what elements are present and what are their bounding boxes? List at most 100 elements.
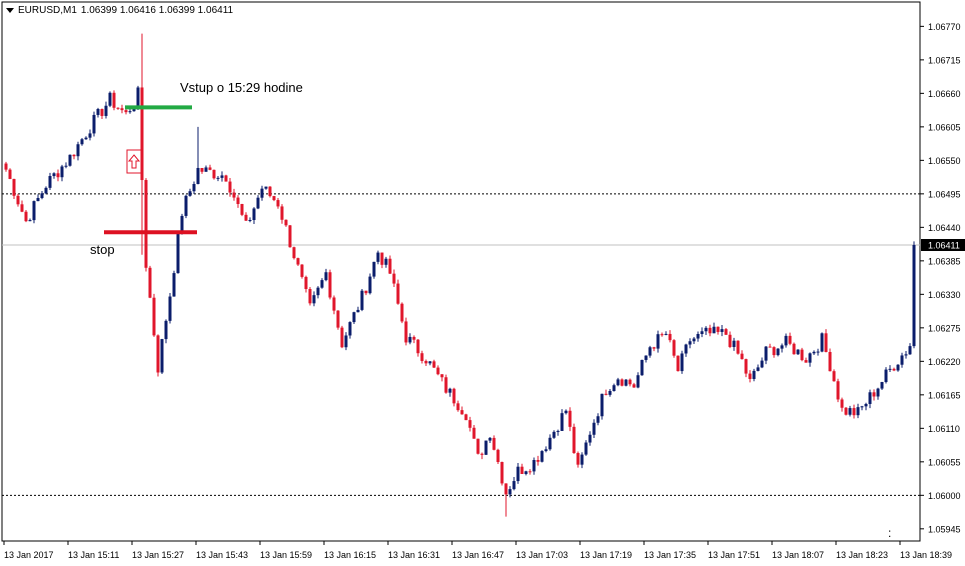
candle-body [284,219,288,226]
candle-body [112,92,116,108]
candle-body [756,367,760,371]
candle-body [212,169,216,179]
candle-body [332,297,336,311]
candle-body [304,276,308,290]
y-tick-label: 1.06275 [928,323,961,333]
candle-body [640,359,644,376]
candle-body [836,381,840,400]
candle-body [556,430,560,432]
candle-body [476,438,480,454]
candle-body [736,340,740,354]
candle-body [96,109,100,115]
candle-body [624,379,628,386]
candle-body [492,437,496,450]
candle-body [60,166,64,178]
chart-header: EURUSD,M1 1.06399 1.06416 1.06399 1.0641… [6,5,233,16]
candle-body [544,449,548,452]
candle-body [100,109,104,116]
candle-body [532,460,536,472]
candle-body [84,137,88,140]
candle-body [80,139,84,145]
candle-body [536,460,540,462]
candle-body [708,327,712,334]
candle-body [876,388,880,397]
candle-body [392,273,396,284]
candle-body [776,348,780,356]
y-tick-label: 1.06715 [928,55,961,65]
candle-body [444,377,448,393]
candle-body [152,297,156,336]
candle-body [88,133,92,138]
candle-body [868,392,872,404]
candle-body [612,385,616,391]
candle-body [236,197,240,204]
y-tick-label: 1.06055 [928,457,961,467]
y-tick-label: 1.06000 [928,491,961,501]
overlay-layer [104,105,197,235]
candle-body [92,114,96,134]
candle-body [564,410,568,414]
candle-body [716,326,720,332]
candle-body [352,312,356,323]
candle-body [148,267,152,298]
candle-body [664,333,668,335]
candle-body [668,333,672,341]
y-tick-label: 1.06550 [928,156,961,166]
candle-body [308,289,312,304]
candle-body [204,167,208,172]
candle-body [580,454,584,465]
candle-body [780,345,784,349]
candle-body [892,368,896,371]
candle-body [560,413,564,431]
candle-body [652,347,656,349]
candle-body [856,407,860,416]
chart-menu-triangle-icon[interactable] [6,8,14,13]
y-tick-label: 1.06770 [928,22,961,32]
candle-body [432,361,436,368]
y-tick-label: 1.06495 [928,189,961,199]
candle-body [448,388,452,393]
candle-body [52,173,56,177]
candle-body [64,165,68,167]
candle-body [768,346,772,348]
candle-body [464,414,468,421]
candle-body [496,449,500,462]
candle-body [912,245,916,347]
candle-body [460,410,464,415]
candle-body [832,371,836,382]
candle-body [276,200,280,207]
candle-body [124,110,128,113]
x-tick-label: 13 Jan 18:39 [900,550,952,560]
candle-body [840,399,844,408]
candle-body [260,188,264,198]
candle-body [176,233,180,274]
candle-body [488,437,492,441]
candle-body [272,196,276,201]
candle-body [340,327,344,348]
candle-body [880,382,884,389]
candle-body [740,353,744,360]
y-tick-label: 1.06220 [928,357,961,367]
candle-body [288,225,292,248]
candle-body [548,437,552,450]
candle-body [68,154,72,166]
candle-body [520,466,524,474]
candle-body [300,264,304,277]
candle-body [572,426,576,454]
candle-body [160,339,164,373]
x-tick-label: 13 Jan 17:03 [516,550,568,560]
candle-body [72,154,76,157]
candle-body [180,215,184,234]
candle-body [584,442,588,455]
candle-body [424,360,428,364]
candle-body [748,373,752,379]
candle-body [472,427,476,439]
candle-body [232,192,236,198]
x-tick-label: 13 Jan 16:47 [452,550,504,560]
candle-body [144,180,148,268]
candle-body [512,481,516,490]
y-tick-label: 1.06605 [928,122,961,132]
candle-body [388,258,392,274]
candle-body [400,303,404,322]
